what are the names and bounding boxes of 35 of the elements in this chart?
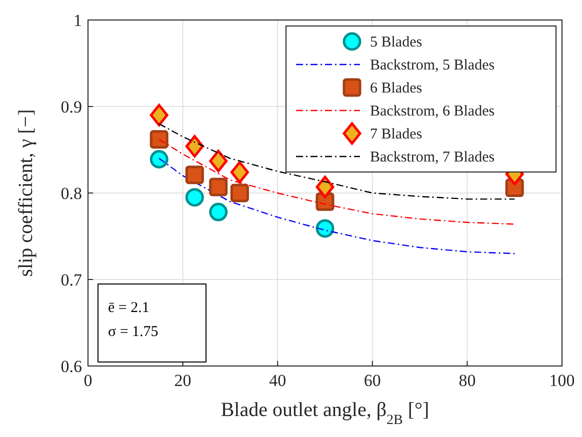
legend-label: Backstrom, 7 Blades bbox=[370, 150, 495, 166]
legend-label: 7 Blades bbox=[370, 126, 422, 142]
point bbox=[150, 104, 168, 126]
text-box: ē = 2.1 σ = 1.75 bbox=[98, 284, 206, 362]
y-tick-label: 0.8 bbox=[60, 184, 82, 203]
legend-label: Backstrom, 6 Blades bbox=[370, 104, 495, 120]
point bbox=[230, 160, 249, 184]
point bbox=[185, 166, 204, 184]
point bbox=[185, 135, 204, 158]
point bbox=[150, 150, 168, 169]
y-tick-label: 1 bbox=[74, 11, 82, 30]
point bbox=[209, 178, 228, 196]
x-tick-label: 80 bbox=[458, 371, 476, 390]
y-axis-title: slip coefficient, γ [−] bbox=[15, 109, 37, 277]
point bbox=[185, 188, 204, 207]
x-tick-label: 20 bbox=[174, 371, 192, 390]
y-tick-label: 0.7 bbox=[60, 270, 82, 290]
x-tick-label: 100 bbox=[549, 371, 575, 390]
point bbox=[230, 184, 249, 202]
point bbox=[316, 219, 334, 238]
point bbox=[209, 150, 228, 172]
legend-label: 6 Blades bbox=[370, 80, 422, 96]
point bbox=[209, 202, 228, 222]
annotation: ē = 2.1 bbox=[108, 300, 150, 316]
point bbox=[150, 130, 168, 149]
point bbox=[316, 176, 334, 198]
x-tick-label: 0 bbox=[84, 371, 92, 390]
annotation: σ = 1.75 bbox=[108, 324, 158, 340]
y-tick-label: 0.6 bbox=[60, 357, 82, 376]
x-axis-title: Blade outlet angle, β$_{2B}$ [°] bbox=[220, 399, 430, 428]
x-tick-label: 60 bbox=[364, 371, 381, 390]
y-tick-label: 0.9 bbox=[60, 98, 82, 116]
legend-label: Backstrom, 5 Blades bbox=[370, 58, 495, 74]
x-tick-label: 40 bbox=[269, 371, 286, 390]
legend-label: 5 Blades bbox=[370, 34, 422, 50]
